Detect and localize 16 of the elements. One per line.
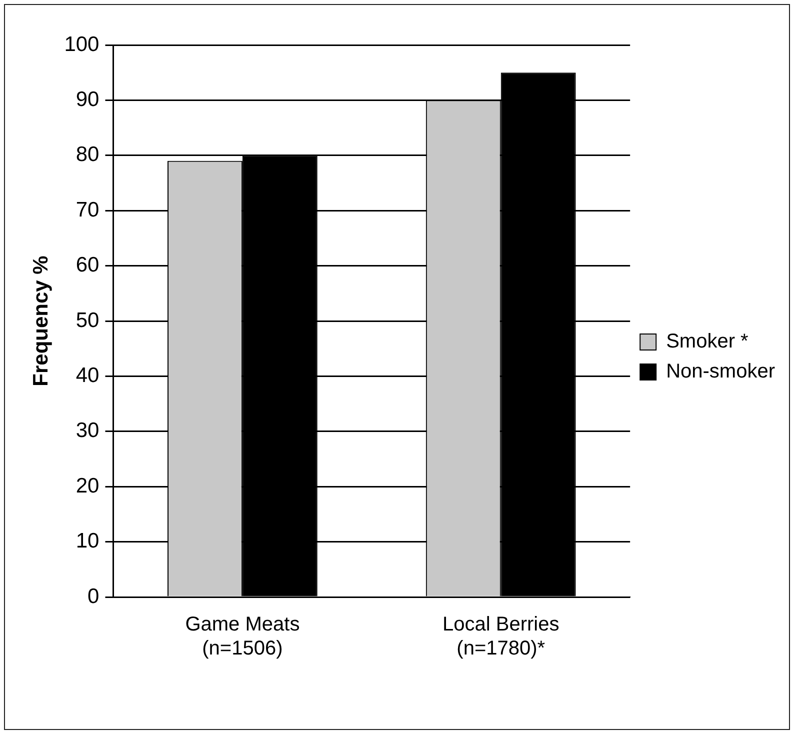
legend-label: Smoker * <box>666 330 749 353</box>
y-tick-label: 10 <box>76 530 100 553</box>
y-tick-label: 0 <box>88 584 100 608</box>
y-tick-label: 70 <box>76 198 100 222</box>
y-tick-label: 100 <box>64 32 100 56</box>
y-tick-label: 50 <box>76 308 100 332</box>
legend-label: Non-smoker <box>666 360 776 383</box>
y-tick-label: 80 <box>76 143 100 166</box>
x-tick-label: Local Berries (n=1780)* <box>442 614 560 660</box>
y-tick-label: 20 <box>76 474 100 498</box>
y-tick-label: 60 <box>76 254 100 277</box>
x-tick-label: Game Meats (n=1506) <box>185 614 300 660</box>
y-tick-label: 30 <box>76 419 100 442</box>
y-tick-label: 90 <box>76 88 100 111</box>
y-tick-label: 40 <box>76 364 100 387</box>
y-axis-title: Frequency % <box>29 255 52 386</box>
